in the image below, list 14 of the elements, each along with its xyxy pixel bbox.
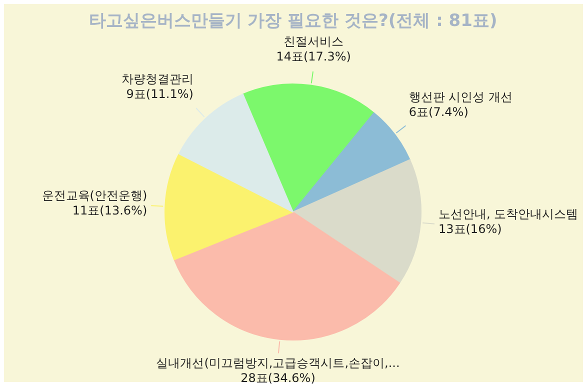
slice-label: 행선판 시인성 개선 [408, 90, 513, 104]
pie-slice [292, 112, 410, 212]
data-label: 6표(7.4%) [408, 105, 468, 120]
slice-label: 노선안내, 도착안내시스템 [438, 207, 578, 222]
slice-label: 차량청결관리 [121, 72, 194, 86]
data-label: 14표(17.3%) [276, 49, 351, 64]
slice-label: 친절서비스 [284, 34, 344, 48]
slice-label: 실내개선(미끄럼방지,고급승객시트,손잡이,... [156, 356, 400, 370]
data-label: 9표(11.1%) [126, 87, 194, 102]
slice-label: 운전교육(안전운행) [42, 188, 148, 202]
data-label: 13표(16%) [438, 222, 502, 236]
chart-title: 타고싶은버스만들기 가장 필요한 것은?(전체 : 81표) [88, 11, 498, 31]
data-label: 11표(13.6%) [72, 203, 148, 218]
data-label: 28표(34.6%) [240, 371, 316, 386]
